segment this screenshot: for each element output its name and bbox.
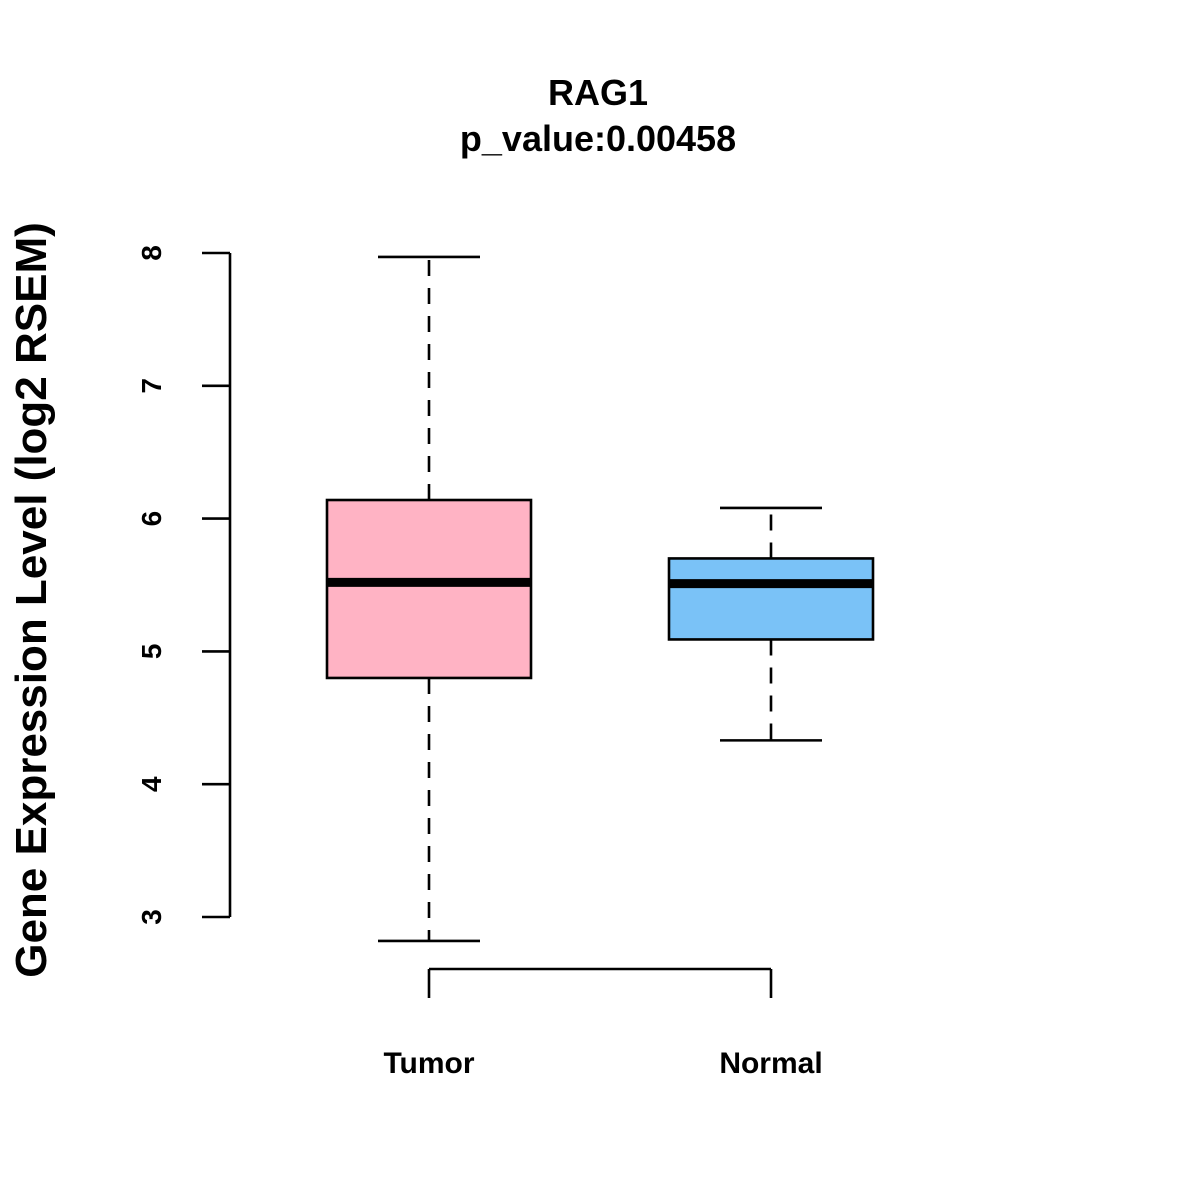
iqr-box: [667, 557, 875, 641]
y-axis-label: Gene Expression Level (log2 RSEM): [7, 222, 56, 978]
y-axis: 3 4 5 6 7 8: [136, 245, 232, 925]
x-category-label: Tumor: [383, 1047, 474, 1080]
iqr-box: [325, 498, 533, 680]
chart-subtitle: p_value:0.00458: [460, 118, 736, 159]
comparison-bracket: [427, 967, 773, 998]
x-axis-labels: Tumor Normal: [383, 1047, 822, 1080]
y-tick-label: 4: [136, 776, 167, 792]
chart-title: RAG1: [548, 72, 648, 113]
y-tick-label: 6: [136, 511, 167, 527]
box-tumor: [325, 255, 533, 943]
box-normal: [667, 506, 875, 742]
y-tick-label: 5: [136, 644, 167, 660]
y-tick-label: 8: [136, 245, 167, 261]
boxes-group: [325, 255, 875, 943]
x-category-label: Normal: [719, 1047, 822, 1080]
y-tick-label: 7: [136, 378, 167, 394]
y-tick-label: 3: [136, 909, 167, 925]
